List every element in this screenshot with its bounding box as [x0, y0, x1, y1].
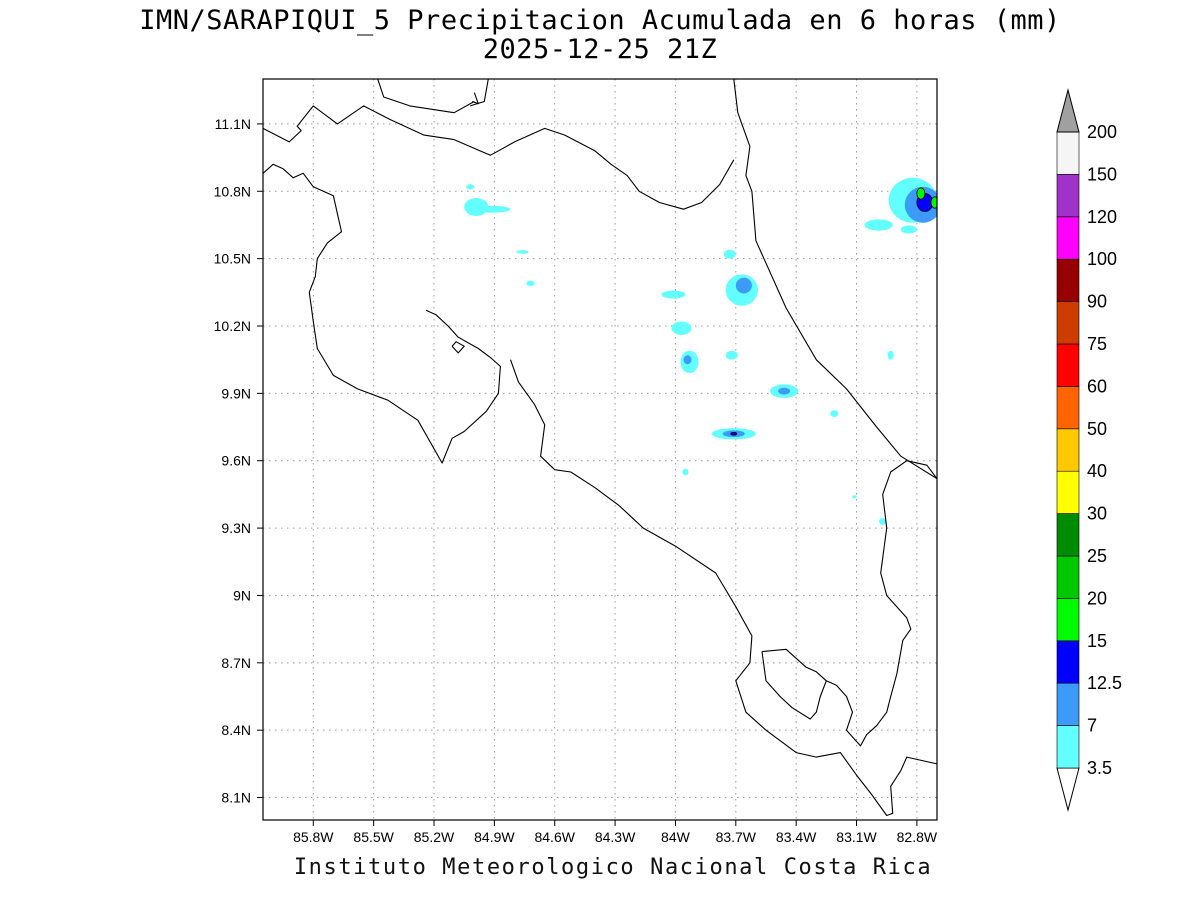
lon-tick-label: 84.3W	[595, 829, 636, 845]
precip-contour	[887, 350, 894, 360]
colorbar-max-arrow	[1056, 88, 1080, 133]
colorbar-swatch	[1056, 386, 1080, 430]
colorbar-swatch	[1056, 725, 1080, 769]
precip-contour	[916, 187, 926, 200]
chart-subtitle-datetime: 2025-12-25 21Z	[482, 34, 718, 65]
colorbar-level-label: 100	[1087, 249, 1117, 269]
colorbar-swatch	[1056, 513, 1080, 557]
coastline	[826, 460, 937, 747]
precip-contour	[516, 250, 529, 254]
precip-contour	[474, 205, 511, 213]
precip-contour	[725, 350, 738, 360]
colorbar: 3.5 7 12.5 15 20 25 30 40 50 60 75 90 100 120 150 200	[1056, 88, 1122, 812]
precip-contour	[879, 517, 887, 525]
lon-tick-label: 84W	[661, 829, 691, 845]
lat-tick-label: 10.8N	[214, 183, 251, 199]
colorbar-level-label: 60	[1087, 376, 1107, 396]
colorbar-level-label: 150	[1087, 164, 1117, 184]
colorbar-swatch	[1056, 555, 1080, 599]
lon-tick-label: 85.5W	[353, 829, 394, 845]
colorbar-swatch	[1056, 258, 1080, 302]
lat-tick-label: 9.6N	[221, 453, 251, 469]
colorbar-level-label: 7	[1087, 716, 1097, 736]
colorbar-level-label: 15	[1087, 631, 1107, 651]
precip-contour	[900, 225, 917, 234]
lat-tick-label: 10.2N	[214, 318, 251, 334]
colorbar-level-label: 200	[1087, 122, 1117, 142]
colorbar-min-arrow	[1056, 767, 1080, 812]
precip-contour	[864, 219, 893, 231]
colorbar-swatch	[1056, 301, 1080, 345]
colorbar-swatch	[1056, 428, 1080, 472]
colorbar-level-label: 12.5	[1087, 673, 1122, 693]
coastline	[761, 648, 827, 720]
lon-tick-label: 85.2W	[414, 829, 455, 845]
colorbar-level-label: 3.5	[1087, 758, 1112, 778]
precip-contour	[526, 280, 535, 287]
map-frame	[262, 78, 938, 821]
colorbar-swatch	[1056, 640, 1080, 684]
colorbar-swatch	[1056, 131, 1080, 175]
lat-tick-label: 9.9N	[221, 385, 251, 401]
precip-contour	[671, 321, 692, 335]
colorbar-level-label: 20	[1087, 588, 1107, 608]
colorbar-level-label: 25	[1087, 546, 1107, 566]
lat-tick-label: 8.1N	[221, 790, 251, 806]
coastline-layer	[263, 79, 937, 817]
chart-title: IMN/SARAPIQUI_5 Precipitacion Acumulada …	[139, 5, 1061, 36]
precip-contour	[723, 249, 736, 259]
precip-contour	[683, 355, 692, 365]
colorbar-swatch	[1056, 682, 1080, 726]
colorbar-level-label: 40	[1087, 461, 1107, 481]
precip-contour	[930, 196, 937, 209]
colorbar-swatch	[1056, 343, 1080, 387]
map-axes: 85.8W 85.5W 85.2W 84.9W 84.6W 84.3W 84W 83.7W 83…	[214, 116, 938, 845]
lat-tick-label: 11.1N	[215, 116, 251, 132]
colorbar-swatch	[1056, 598, 1080, 642]
lat-tick-label: 10.5N	[214, 251, 251, 267]
colorbar-level-label: 90	[1087, 292, 1107, 312]
coastline	[470, 79, 489, 107]
credit-text: Instituto Meteorologico Nacional Costa R…	[293, 855, 933, 880]
lon-tick-label: 83.7W	[716, 829, 757, 845]
precip-layer	[464, 177, 937, 525]
precip-contour	[661, 290, 686, 299]
precip-contour	[682, 468, 689, 476]
coastline	[263, 105, 735, 210]
lon-tick-label: 84.6W	[534, 829, 575, 845]
coastline	[472, 92, 479, 105]
precip-contour	[730, 432, 738, 436]
map-grid	[263, 79, 937, 820]
colorbar-swatch	[1056, 174, 1080, 218]
colorbar-swatch	[1056, 470, 1080, 514]
coastline	[451, 341, 465, 354]
lon-tick-label: 83.4W	[776, 829, 817, 845]
lat-tick-label: 9N	[233, 587, 251, 603]
precip-contour	[735, 277, 752, 294]
lat-tick-label: 8.7N	[221, 655, 251, 671]
coastline	[377, 79, 475, 114]
lon-tick-label: 82.8W	[897, 829, 938, 845]
lon-tick-label: 85.8W	[293, 829, 334, 845]
coastline	[509, 359, 937, 817]
coastline	[733, 79, 937, 480]
coastline	[263, 163, 501, 464]
lon-tick-label: 83.1W	[836, 829, 877, 845]
lat-tick-label: 8.4N	[221, 722, 251, 738]
precip-contour	[852, 495, 857, 499]
precip-contour	[830, 410, 839, 417]
precip-contour	[778, 387, 791, 395]
colorbar-level-label: 75	[1087, 334, 1107, 354]
colorbar-level-label: 30	[1087, 504, 1107, 524]
colorbar-level-label: 50	[1087, 419, 1107, 439]
colorbar-swatch	[1056, 216, 1080, 260]
colorbar-level-label: 120	[1087, 207, 1117, 227]
lat-tick-label: 9.3N	[221, 520, 251, 536]
lon-tick-label: 84.9W	[474, 829, 515, 845]
precip-contour	[466, 184, 475, 190]
